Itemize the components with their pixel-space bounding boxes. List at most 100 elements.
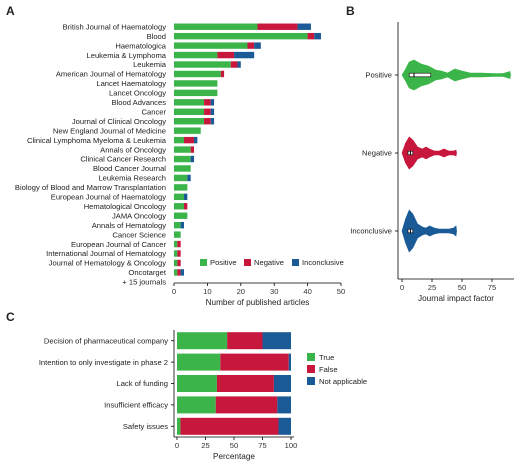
journal-label: Journal of Clinical Oncology bbox=[72, 117, 166, 126]
x-tick-label: 20 bbox=[237, 287, 245, 296]
x-tick-label: 30 bbox=[270, 287, 278, 296]
legend-swatch-inconclusive bbox=[292, 259, 299, 266]
violin-category-label: Negative bbox=[362, 149, 392, 158]
bar-segment-inconclusive bbox=[187, 174, 191, 182]
x-tick-label: 25 bbox=[428, 283, 436, 292]
violin-category-label: Positive bbox=[365, 71, 392, 80]
panel-c-chart: Decision of pharmaceutical company Intent… bbox=[39, 330, 367, 461]
bar-segment-inconclusive bbox=[237, 61, 241, 68]
panel-c-letter: C bbox=[6, 310, 15, 324]
journal-label: Blood bbox=[147, 32, 166, 41]
bar-segment-positive bbox=[174, 42, 248, 49]
legend-swatch-true bbox=[307, 353, 315, 361]
journal-label: American Journal of Hematology bbox=[56, 70, 166, 79]
x-tick-label: 40 bbox=[303, 287, 311, 296]
bar-segment-negative bbox=[177, 250, 181, 257]
journal-label: Blood Cancer Journal bbox=[93, 164, 166, 173]
journal-label: Annals of Oncology bbox=[100, 145, 166, 154]
bar-segment-positive bbox=[174, 203, 185, 210]
bar-segment-true bbox=[177, 353, 221, 371]
bar-segment-positive bbox=[174, 23, 258, 30]
bar-segment-not-applicable bbox=[273, 375, 291, 392]
bar-segment-positive bbox=[174, 231, 181, 238]
bar-segment-positive bbox=[174, 70, 221, 78]
reason-label: Decision of pharmaceutical company bbox=[44, 336, 168, 345]
bar-segment-not-applicable bbox=[288, 353, 291, 371]
bar-segment-positive bbox=[174, 32, 308, 40]
bar-segment-positive bbox=[174, 108, 205, 115]
bar-segment-false bbox=[215, 396, 278, 414]
bar-segment-positive bbox=[174, 61, 231, 68]
x-tick-label: 50 bbox=[337, 287, 345, 296]
bar-segment-inconclusive bbox=[210, 99, 215, 106]
bar-segment-inconclusive bbox=[210, 108, 215, 115]
violin-category-label: Inconclusive bbox=[350, 227, 392, 236]
legend-label: Negative bbox=[254, 258, 284, 267]
bar-segment-negative bbox=[247, 42, 255, 49]
bar-segment-positive bbox=[174, 184, 188, 191]
journal-label: Cancer Science bbox=[112, 230, 166, 239]
bar-segment-positive bbox=[174, 259, 178, 267]
x-axis-title: Percentage bbox=[213, 452, 255, 461]
journal-label: British Journal of Haematology bbox=[63, 22, 167, 31]
bar-segment-positive bbox=[174, 155, 191, 163]
x-tick-label: 100 bbox=[285, 441, 298, 450]
bar-segment-negative bbox=[177, 269, 181, 276]
legend-label: Positive bbox=[210, 258, 237, 267]
bar-segment-inconclusive bbox=[314, 32, 321, 40]
reason-label: Insufficient efficacy bbox=[104, 401, 168, 410]
bar-segment-negative bbox=[190, 146, 195, 153]
journal-label: Hematological Oncology bbox=[84, 202, 167, 211]
journal-label: Journal of Hematology & Oncology bbox=[49, 259, 167, 268]
journal-label: Oncotarget bbox=[128, 268, 166, 277]
legend-swatch-not-applicable bbox=[307, 377, 315, 385]
bar-segment-not-applicable bbox=[262, 332, 291, 350]
bar-segment-positive bbox=[174, 127, 201, 134]
bar-segment-positive bbox=[174, 269, 178, 276]
journal-label: Cancer bbox=[142, 107, 167, 116]
bar-segment-positive bbox=[174, 193, 185, 201]
bar-segment-inconclusive bbox=[254, 42, 261, 49]
journal-label: Lancet Haematology bbox=[96, 79, 166, 88]
bar-segment-negative bbox=[217, 51, 235, 59]
bar-segment-negative bbox=[257, 23, 298, 30]
bar-segment-positive bbox=[174, 212, 188, 219]
bar-segment-positive bbox=[174, 174, 188, 182]
journal-label: Annals of Hematology bbox=[92, 221, 166, 230]
bar-segment-inconclusive bbox=[234, 51, 255, 59]
bar-segment-negative bbox=[184, 203, 188, 210]
bar-segment-negative bbox=[184, 136, 195, 144]
bar-segment-positive bbox=[174, 118, 205, 125]
journal-label: Blood Advances bbox=[112, 98, 167, 107]
bar-segment-false bbox=[216, 375, 274, 392]
x-axis-title: Number of published articles bbox=[206, 298, 310, 307]
bar-segment-true bbox=[177, 375, 217, 392]
journal-label: Leukemia Research bbox=[98, 174, 166, 183]
bar-segment-false bbox=[220, 353, 289, 371]
bar-segment-negative bbox=[230, 61, 238, 68]
journal-label: Lancet Oncology bbox=[109, 89, 166, 98]
legend-swatch-false bbox=[307, 365, 315, 373]
violin-positive bbox=[401, 59, 511, 91]
bar-segment-positive bbox=[174, 165, 191, 172]
x-tick-label: 25 bbox=[201, 441, 209, 450]
bar-segment-false bbox=[180, 417, 279, 435]
x-tick-label: 0 bbox=[400, 283, 404, 292]
violin-negative bbox=[401, 136, 457, 170]
panel-a-chart: British Journal of HaematologyBloodHaema… bbox=[15, 22, 345, 307]
bar-segment-inconclusive bbox=[184, 193, 188, 201]
bar-segment-positive bbox=[174, 80, 218, 87]
legend-label: False bbox=[319, 365, 338, 374]
journal-label: New England Journal of Medicine bbox=[53, 126, 166, 135]
x-tick-label: 0 bbox=[172, 287, 176, 296]
journal-label: International Journal of Hematology bbox=[46, 249, 166, 258]
bar-segment-negative bbox=[177, 259, 181, 267]
bar-segment-negative bbox=[177, 240, 181, 248]
journal-label: Leukemia & Lymphoma bbox=[87, 51, 167, 60]
reason-label: Lack of funding bbox=[116, 379, 168, 388]
bar-segment-inconclusive bbox=[194, 136, 198, 144]
bar-segment-negative bbox=[204, 99, 211, 106]
bar-segment-negative bbox=[220, 70, 225, 78]
bar-segment-not-applicable bbox=[277, 396, 291, 414]
